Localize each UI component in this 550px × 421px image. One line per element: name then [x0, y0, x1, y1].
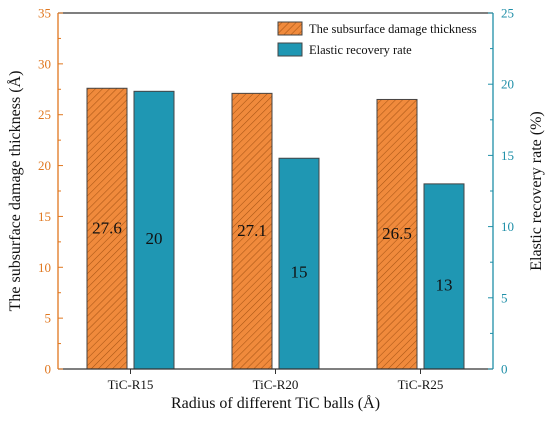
x-tick-label-tic-r20: TiC-R20	[253, 377, 299, 392]
bar-elastic-recovery-tic-r25	[423, 183, 465, 370]
y-right-tick-label-10: 10	[501, 219, 514, 234]
x-tick-label-tic-r25: TiC-R25	[398, 377, 444, 392]
y-left-tick-label-15: 15	[38, 209, 51, 224]
y-right-tick-label-5: 5	[501, 290, 508, 305]
y-left-tick-label-35: 35	[38, 6, 51, 21]
y-left-tick-label-25: 25	[38, 107, 51, 122]
bar-damage-thickness-tic-r15	[86, 87, 128, 370]
y-left-axis-title: The subsurface damage thickness (Å)	[6, 71, 24, 312]
y-left-tick-label-20: 20	[38, 158, 51, 173]
legend-label-damage-thickness: The subsurface damage thickness	[309, 22, 477, 36]
y-right-tick-label-0: 0	[501, 362, 508, 377]
data-label-elastic-recovery-tic-r15: 20	[146, 229, 163, 248]
legend-swatch-damage-thickness	[277, 21, 303, 36]
data-label-damage-thickness-tic-r15: 27.6	[92, 219, 122, 238]
data-label-damage-thickness-tic-r20: 27.1	[237, 221, 267, 240]
y-right-axis-title: Elastic recovery rate (%)	[528, 111, 545, 270]
bar-damage-thickness-tic-r20	[231, 92, 273, 370]
y-left-tick-label-30: 30	[38, 56, 51, 71]
x-tick-label-tic-r15: TiC-R15	[108, 377, 154, 392]
x-axis-title: Radius of different TiC balls (Å)	[171, 394, 380, 412]
y-right-tick-label-15: 15	[501, 148, 514, 163]
data-label-damage-thickness-tic-r25: 26.5	[382, 224, 412, 243]
data-label-elastic-recovery-tic-r20: 15	[291, 263, 308, 282]
bar-elastic-recovery-tic-r15	[133, 90, 175, 370]
y-right-tick-label-20: 20	[501, 77, 514, 92]
legend-label-elastic-recovery: Elastic recovery rate	[309, 43, 412, 57]
bar-elastic-recovery-tic-r20	[278, 157, 320, 370]
y-right-tick-label-25: 25	[501, 6, 514, 21]
y-left-tick-label-10: 10	[38, 260, 51, 275]
y-left-tick-label-5: 5	[45, 311, 52, 326]
y-left-tick-label-0: 0	[45, 362, 52, 377]
legend-swatch-elastic-recovery	[277, 42, 303, 57]
data-label-elastic-recovery-tic-r25: 13	[436, 275, 453, 294]
